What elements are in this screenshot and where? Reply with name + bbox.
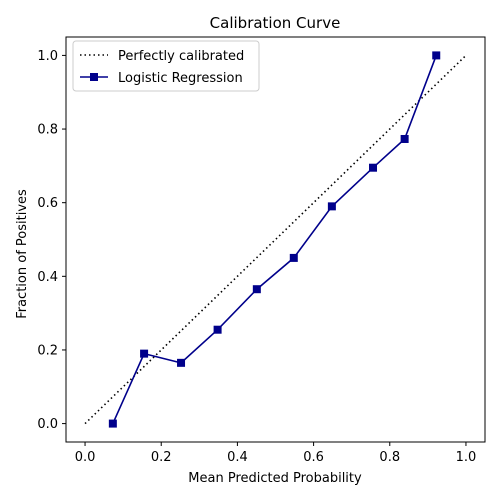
legend: Perfectly calibrated Logistic Regression xyxy=(72,40,260,92)
x-tick-label: 0.0 xyxy=(75,450,96,465)
data-point-marker xyxy=(177,358,186,367)
logistic-regression-line xyxy=(112,55,437,424)
data-point-marker xyxy=(108,419,117,428)
data-point-marker xyxy=(140,349,149,358)
data-point-marker xyxy=(369,163,378,172)
y-tick-label: 1.0 xyxy=(37,49,58,64)
data-point-marker xyxy=(213,325,222,334)
x-tick-label: 1.0 xyxy=(456,450,477,465)
plot-frame xyxy=(65,36,486,443)
y-tick-label: 0.4 xyxy=(37,270,58,285)
x-axis-title: Mean Predicted Probability xyxy=(188,471,362,486)
perfect-calibration-line xyxy=(84,54,467,425)
y-tick-label: 0.0 xyxy=(37,417,58,432)
chart-title: Calibration Curve xyxy=(210,14,341,32)
x-tick-label: 0.2 xyxy=(151,450,172,465)
data-point-marker xyxy=(252,285,261,294)
y-tick-label: 0.6 xyxy=(37,196,58,211)
legend-series-marker xyxy=(90,73,98,81)
data-point-marker xyxy=(327,202,336,211)
legend-box xyxy=(72,40,260,92)
y-tick-label: 0.2 xyxy=(37,343,58,358)
data-point-marker xyxy=(400,134,409,143)
x-tick-label: 0.4 xyxy=(227,450,248,465)
x-tick-label: 0.6 xyxy=(303,450,324,465)
data-point-marker xyxy=(289,253,298,262)
y-tick-label: 0.8 xyxy=(37,123,58,138)
data-point-marker xyxy=(432,51,441,60)
tick-layer: 0.0 0.2 0.4 0.6 0.8 1.0 0.0 0.2 0.4 0.6 0.8 1.0 xyxy=(37,49,476,465)
y-axis-title: Fraction of Positives xyxy=(15,189,30,319)
legend-ref-label: Perfectly calibrated xyxy=(118,49,244,64)
x-tick-label: 0.8 xyxy=(379,450,400,465)
legend-series-label: Logistic Regression xyxy=(118,71,243,86)
marker-layer xyxy=(108,51,441,428)
